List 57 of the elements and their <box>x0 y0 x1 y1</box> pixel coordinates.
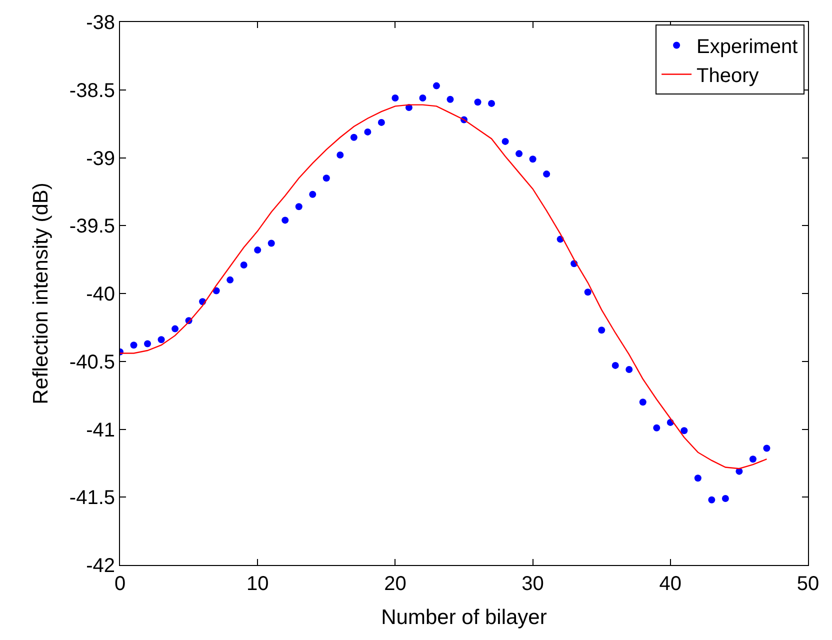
point <box>639 398 646 406</box>
x-axis-title: Number of bilayer <box>381 606 547 630</box>
point <box>282 216 289 224</box>
point <box>488 100 496 107</box>
y-tick-label: -38.5 <box>69 80 115 102</box>
point <box>322 174 330 182</box>
x-tick-label: 10 <box>246 573 269 595</box>
point <box>378 118 385 126</box>
point <box>708 496 716 504</box>
y-tick-label: -40.5 <box>69 351 115 374</box>
point <box>392 94 399 102</box>
point <box>268 240 275 247</box>
point <box>749 456 756 463</box>
point <box>598 326 606 334</box>
y-tick-label: -42 <box>86 555 115 577</box>
point <box>612 362 619 369</box>
point <box>419 94 426 102</box>
x-tick-label: 20 <box>384 573 406 595</box>
y-tick-label: -39.5 <box>69 216 115 238</box>
point <box>626 366 633 374</box>
point <box>694 474 702 482</box>
point <box>680 427 688 434</box>
x-tick-label: 40 <box>659 573 682 595</box>
point <box>432 82 440 90</box>
point <box>446 96 454 103</box>
y-tick-label: -39 <box>86 148 115 170</box>
x-tick-label: 30 <box>522 573 544 595</box>
point <box>309 190 316 198</box>
point <box>584 288 592 296</box>
point <box>144 340 152 348</box>
point <box>295 203 302 210</box>
legend-label: Theory <box>696 65 759 88</box>
point <box>172 325 179 332</box>
legend-label: Experiment <box>696 36 798 58</box>
x-tick-label: 50 <box>796 573 820 595</box>
y-axis-title: Reflection intensity (dB) <box>30 182 53 404</box>
point <box>474 98 482 106</box>
point <box>226 276 234 284</box>
point <box>722 494 729 502</box>
y-tick-label: -41.5 <box>69 487 115 510</box>
point <box>254 246 262 254</box>
point <box>516 150 523 158</box>
y-tick-label: -38 <box>86 12 115 34</box>
point <box>529 156 536 163</box>
point <box>763 444 770 452</box>
point <box>240 261 248 268</box>
point <box>336 152 344 159</box>
point <box>364 128 372 136</box>
y-tick-label: -40 <box>86 284 115 306</box>
point <box>543 170 550 178</box>
y-tick-label: -41 <box>86 419 115 442</box>
point <box>502 138 509 145</box>
point <box>350 134 358 141</box>
point <box>130 342 138 349</box>
x-tick-label: 0 <box>114 573 126 595</box>
point <box>158 336 165 344</box>
point <box>653 424 660 432</box>
